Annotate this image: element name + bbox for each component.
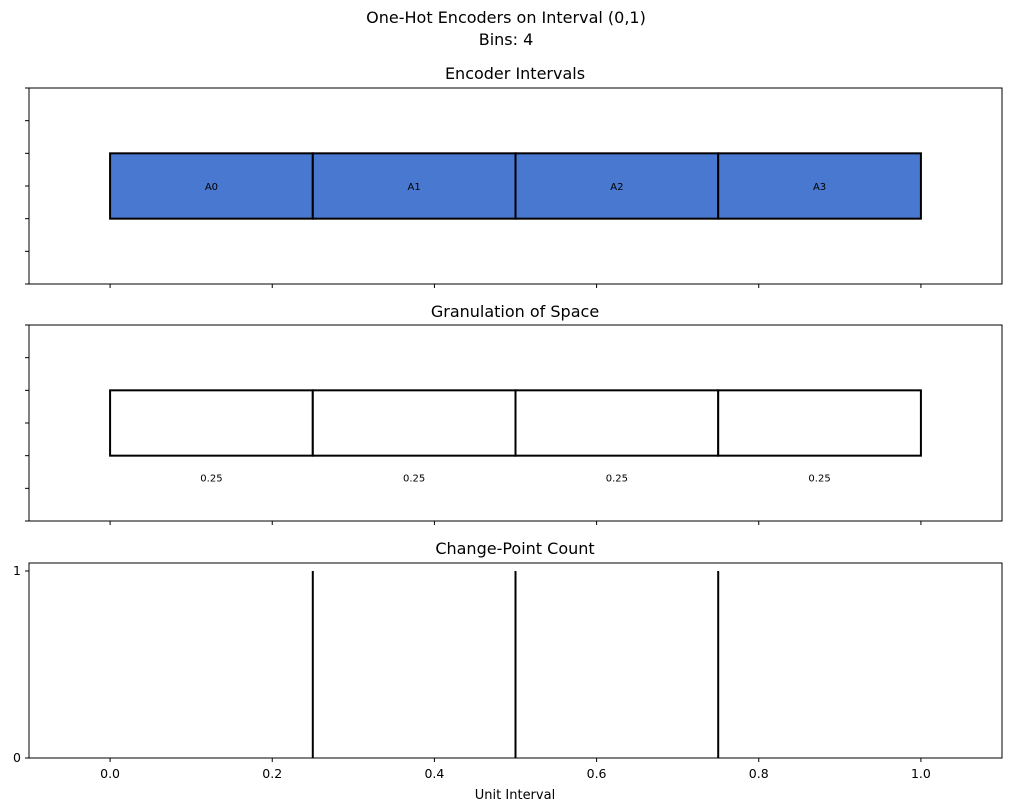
x-tick-label: 0.4 xyxy=(424,766,444,781)
interval-segment xyxy=(109,152,314,220)
interval-segment xyxy=(311,389,517,457)
segment-label: 0.25 xyxy=(808,474,830,485)
figure-subtitle: Bins: 4 xyxy=(479,30,534,49)
figure-title: One-Hot Encoders on Interval (0,1) xyxy=(366,8,646,27)
interval-segment xyxy=(109,389,314,457)
interval-segment xyxy=(514,389,720,457)
interval-segment xyxy=(514,152,720,220)
x-tick-label: 0.0 xyxy=(100,766,120,781)
x-tick-label: 1.0 xyxy=(911,766,931,781)
encoder-intervals-title: Encoder Intervals xyxy=(445,64,585,83)
segment-label: A2 xyxy=(610,182,623,193)
x-tick-label: 0.6 xyxy=(587,766,607,781)
encoder-intervals-panel: A0 A1 A2 A3 xyxy=(25,87,1003,288)
segment-label: A3 xyxy=(813,182,826,193)
change-point-panel: 0 1 0.0 0.2 0.4 0.6 0.8 1.0 xyxy=(13,562,1003,781)
interval-segment xyxy=(717,389,922,457)
x-axis-label: Unit Interval xyxy=(475,788,555,803)
segment-label: A0 xyxy=(205,182,218,193)
change-point-title: Change-Point Count xyxy=(435,539,594,558)
x-tick-label: 0.8 xyxy=(749,766,769,781)
segment-label: 0.25 xyxy=(403,474,425,485)
y-tick-label: 1 xyxy=(13,563,21,578)
segment-label: 0.25 xyxy=(606,474,628,485)
segment-label: 0.25 xyxy=(200,474,222,485)
y-tick-label: 0 xyxy=(13,750,21,765)
interval-segment xyxy=(311,152,517,220)
granulation-title: Granulation of Space xyxy=(431,302,599,321)
segment-label: A1 xyxy=(408,182,421,193)
x-tick-label: 0.2 xyxy=(262,766,282,781)
granulation-panel: 0.25 0.25 0.25 0.25 xyxy=(25,324,1003,525)
interval-segment xyxy=(717,152,922,220)
